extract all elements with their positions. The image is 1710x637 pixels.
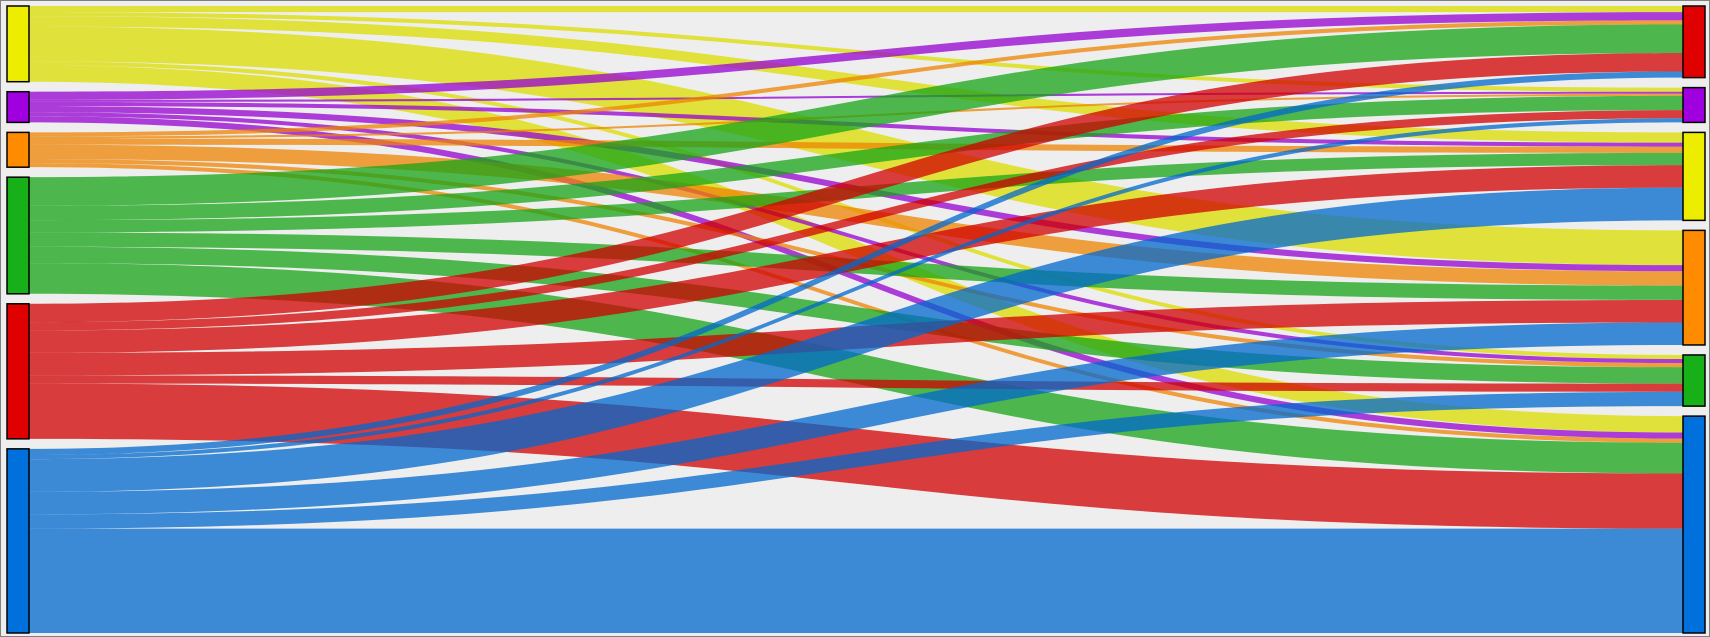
sankey-node bbox=[1683, 355, 1705, 406]
sankey-node bbox=[1683, 132, 1705, 220]
sankey-node bbox=[7, 132, 29, 167]
sankey-node bbox=[7, 6, 29, 82]
sankey-node bbox=[7, 304, 29, 439]
sankey-node bbox=[1683, 230, 1705, 345]
sankey-node bbox=[7, 177, 29, 294]
sankey-node bbox=[7, 449, 29, 633]
sankey-node bbox=[1683, 416, 1705, 633]
sankey-link bbox=[29, 6, 1683, 12]
sankey-link bbox=[29, 529, 1683, 633]
sankey-canvas bbox=[1, 1, 1710, 637]
sankey-node bbox=[7, 92, 29, 123]
sankey-chart bbox=[0, 0, 1710, 637]
sankey-node bbox=[1683, 6, 1705, 78]
sankey-links bbox=[29, 6, 1683, 633]
sankey-node bbox=[1683, 88, 1705, 123]
